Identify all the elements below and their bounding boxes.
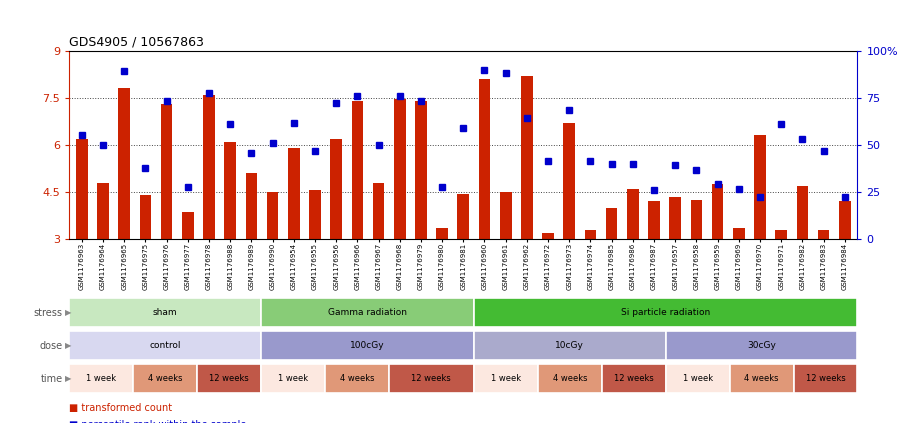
Bar	[309, 190, 321, 239]
Bar	[133, 364, 197, 393]
Bar	[474, 298, 857, 327]
Bar	[394, 99, 406, 239]
Text: GDS4905 / 10567863: GDS4905 / 10567863	[69, 35, 204, 48]
Bar	[648, 201, 660, 239]
Text: control: control	[149, 341, 181, 350]
Bar	[203, 95, 215, 239]
Bar	[97, 183, 109, 239]
Text: stress: stress	[34, 308, 63, 318]
Bar	[500, 192, 512, 239]
Bar	[479, 79, 491, 239]
Bar	[224, 142, 236, 239]
Bar	[69, 298, 261, 327]
Bar	[818, 230, 830, 239]
Bar	[351, 101, 363, 239]
Text: 1 week: 1 week	[491, 374, 521, 383]
Bar	[542, 233, 554, 239]
Text: ■ transformed count: ■ transformed count	[69, 403, 172, 413]
Bar	[733, 228, 745, 239]
Bar	[729, 364, 794, 393]
Text: Si particle radiation: Si particle radiation	[621, 308, 710, 317]
Bar	[666, 331, 857, 360]
Bar	[666, 364, 729, 393]
Bar	[436, 228, 448, 239]
Bar	[266, 192, 278, 239]
Bar	[538, 364, 602, 393]
Text: 4 weeks: 4 weeks	[744, 374, 779, 383]
Text: ▶: ▶	[65, 374, 72, 383]
Text: 30cGy: 30cGy	[747, 341, 776, 350]
Bar	[585, 230, 597, 239]
Bar	[197, 364, 261, 393]
Bar	[474, 364, 538, 393]
Text: ■ percentile rank within the sample: ■ percentile rank within the sample	[69, 420, 246, 423]
Bar	[457, 193, 469, 239]
Text: time: time	[41, 374, 63, 384]
Bar	[794, 364, 857, 393]
Bar	[775, 230, 787, 239]
Bar	[521, 76, 533, 239]
Bar	[415, 101, 427, 239]
Bar	[245, 173, 257, 239]
Bar	[691, 200, 703, 239]
Bar	[139, 195, 151, 239]
Text: 10cGy: 10cGy	[555, 341, 585, 350]
Text: 1 week: 1 week	[682, 374, 713, 383]
Text: 4 weeks: 4 weeks	[148, 374, 183, 383]
Text: 4 weeks: 4 weeks	[339, 374, 374, 383]
Text: 4 weeks: 4 weeks	[552, 374, 587, 383]
Bar	[627, 189, 639, 239]
Text: 12 weeks: 12 weeks	[614, 374, 654, 383]
Bar	[606, 208, 618, 239]
Text: ▶: ▶	[65, 341, 72, 350]
Bar	[261, 331, 474, 360]
Text: 1 week: 1 week	[86, 374, 116, 383]
Bar	[389, 364, 474, 393]
Bar	[261, 364, 325, 393]
Bar	[69, 364, 133, 393]
Text: 1 week: 1 week	[278, 374, 308, 383]
Bar	[669, 197, 681, 239]
Bar	[839, 201, 851, 239]
Bar	[474, 331, 666, 360]
Bar	[372, 183, 384, 239]
Text: ▶: ▶	[65, 308, 72, 317]
Text: 12 weeks: 12 weeks	[411, 374, 451, 383]
Bar	[563, 123, 575, 239]
Bar	[797, 186, 809, 239]
Bar	[160, 104, 172, 239]
Text: 12 weeks: 12 weeks	[806, 374, 845, 383]
Text: 12 weeks: 12 weeks	[209, 374, 249, 383]
Text: 100cGy: 100cGy	[350, 341, 384, 350]
Bar	[76, 139, 88, 239]
Bar	[330, 139, 342, 239]
Bar	[182, 212, 194, 239]
Bar	[712, 184, 724, 239]
Text: sham: sham	[153, 308, 177, 317]
Bar	[325, 364, 389, 393]
Bar	[261, 298, 474, 327]
Bar	[602, 364, 666, 393]
Bar	[288, 148, 300, 239]
Text: dose: dose	[40, 341, 63, 351]
Bar	[118, 88, 130, 239]
Bar	[754, 135, 766, 239]
Bar	[69, 331, 261, 360]
Text: Gamma radiation: Gamma radiation	[328, 308, 407, 317]
